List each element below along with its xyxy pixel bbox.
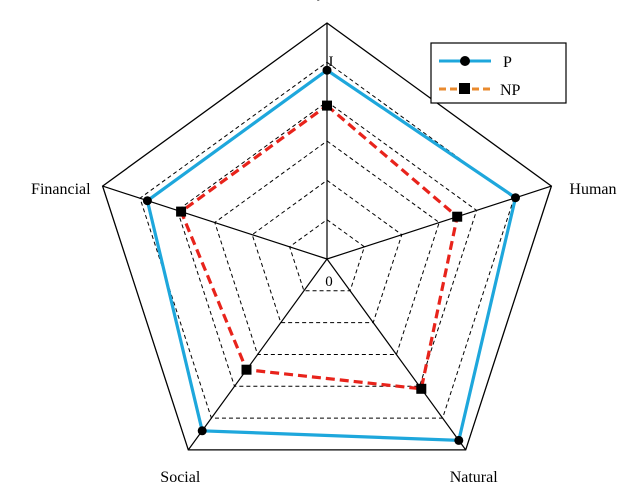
point-p-financial: [142, 196, 152, 206]
axis-spoke-natural: [326, 258, 467, 451]
legend-label-np: NP: [500, 82, 521, 99]
point-np-natural: [416, 383, 427, 394]
axis-label-human: Human: [569, 181, 616, 198]
point-p-natural: [454, 435, 464, 445]
series-line-np: [179, 103, 459, 391]
axis-label-natural: Natural: [450, 469, 499, 482]
axis-spoke-social: [187, 258, 328, 451]
point-np-social: [241, 364, 252, 375]
axis-label-financial: Financial: [31, 181, 91, 198]
point-np-financial: [176, 206, 187, 217]
legend-label-p: P: [503, 54, 512, 71]
axis-labels: Physical Human Natural Social Financial: [31, 0, 616, 482]
grid-ring-6: [101, 22, 553, 451]
axis-label-social: Social: [160, 469, 201, 482]
tick-label-min: 0: [325, 274, 333, 290]
series-line-p: [145, 68, 518, 443]
legend-marker-np: [459, 83, 470, 94]
grid-ring-2: [251, 179, 403, 324]
grid-ring-1: [289, 219, 365, 292]
point-p-physical: [322, 65, 332, 75]
point-np-human: [452, 211, 463, 222]
legend-marker-p: [460, 56, 470, 66]
point-np-physical: [322, 100, 332, 111]
point-p-human: [511, 193, 520, 203]
axis-spoke-financial: [102, 185, 328, 260]
axis-label-physical: Physical: [300, 0, 355, 1]
grid-ring-3: [214, 140, 440, 355]
legend-box: [430, 42, 567, 104]
point-p-social: [197, 426, 207, 436]
series-layer: [142, 65, 520, 445]
grid-ring-4: [176, 101, 478, 387]
legend: P NP: [430, 42, 567, 104]
tick-label-max: I: [329, 54, 334, 70]
